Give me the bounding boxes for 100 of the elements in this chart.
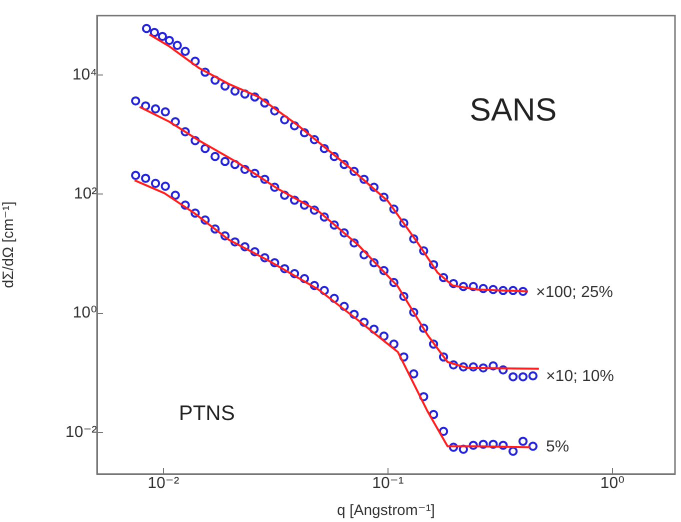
point (409, 369, 418, 378)
point (458, 362, 468, 372)
point (438, 272, 448, 282)
point (310, 206, 320, 215)
point (220, 81, 230, 91)
point (170, 190, 180, 200)
point (399, 218, 408, 228)
point (488, 284, 498, 294)
point (320, 286, 329, 296)
point (220, 156, 230, 166)
point (260, 174, 270, 184)
series-label: 5% (546, 438, 570, 456)
point (240, 164, 250, 174)
point (300, 274, 310, 284)
point (200, 68, 210, 77)
point (419, 246, 428, 256)
point (359, 174, 369, 184)
point (180, 46, 190, 56)
point (180, 200, 190, 210)
point (240, 89, 250, 99)
point (518, 372, 528, 382)
point (379, 332, 389, 341)
point (210, 224, 220, 234)
point (280, 115, 290, 124)
point (518, 436, 528, 446)
y-axis-title: dΣ/dΩ [cm⁻¹] (0, 201, 18, 288)
point (419, 324, 428, 333)
point (379, 192, 389, 202)
point (528, 442, 538, 451)
point (468, 362, 478, 372)
point (438, 426, 448, 436)
point (230, 86, 240, 96)
point (528, 371, 538, 380)
point (498, 286, 508, 296)
point (250, 168, 260, 178)
x-tick-label: 10⁻¹ (372, 475, 404, 492)
point (478, 284, 488, 294)
point (409, 234, 418, 244)
point (290, 121, 300, 130)
x-tick-label: 10⁰ (600, 475, 625, 492)
point (131, 170, 140, 180)
point (359, 250, 369, 260)
point (448, 442, 458, 452)
point (240, 242, 250, 252)
point (131, 96, 140, 106)
point (190, 56, 200, 66)
point (170, 117, 180, 126)
point (458, 444, 468, 454)
point (330, 152, 339, 162)
point (428, 410, 438, 420)
point (320, 212, 329, 222)
point (409, 308, 418, 317)
series-label: ×10; 10% (546, 368, 614, 386)
point (498, 440, 508, 450)
point (399, 292, 408, 302)
point (468, 282, 478, 292)
point (290, 269, 300, 278)
point (270, 106, 280, 116)
point (350, 310, 359, 319)
point (340, 302, 349, 311)
point (369, 258, 379, 268)
point (210, 152, 220, 162)
point (428, 339, 438, 349)
point (310, 135, 320, 144)
point (340, 228, 349, 238)
point (458, 282, 468, 292)
point (320, 144, 329, 154)
point (428, 260, 438, 270)
point (150, 104, 160, 114)
point (230, 237, 240, 247)
point (210, 76, 220, 85)
point (190, 208, 200, 218)
point (350, 166, 359, 176)
point (369, 324, 379, 334)
point (508, 372, 518, 382)
point (389, 204, 398, 214)
point (438, 352, 448, 362)
annotation: PTNS (178, 402, 235, 426)
point (518, 286, 528, 296)
point (260, 98, 270, 108)
point (359, 318, 369, 327)
point (160, 107, 170, 116)
point (389, 278, 398, 288)
point (389, 339, 398, 349)
point (488, 361, 498, 370)
point (399, 352, 408, 362)
point (190, 136, 200, 146)
point (379, 266, 389, 276)
point (448, 278, 458, 288)
point (141, 174, 150, 183)
x-tick-label: 10⁻² (148, 475, 180, 492)
point (330, 294, 339, 303)
annotation: SANS (470, 92, 557, 128)
point (290, 196, 300, 205)
point (478, 440, 488, 449)
point (300, 128, 310, 138)
x-axis-title: q [Angstrom⁻¹] (337, 502, 435, 520)
point (350, 238, 359, 248)
point (200, 215, 210, 225)
point (160, 182, 170, 191)
